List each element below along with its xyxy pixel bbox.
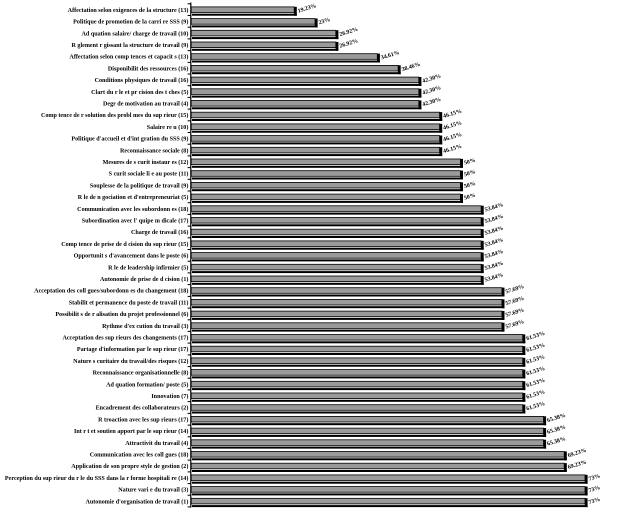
svg-text:Affectation selon comp tences: Affectation selon comp tences et capacit… (69, 54, 188, 61)
svg-text:73%: 73% (588, 485, 601, 494)
svg-text:23%: 23% (318, 17, 331, 26)
svg-text:Perception du sup rieur du r l: Perception du sup rieur du r le du SSS d… (5, 475, 188, 482)
svg-text:50%: 50% (463, 157, 476, 166)
svg-text:61.53%: 61.53% (526, 354, 546, 365)
svg-text:53.84%: 53.84% (484, 214, 504, 225)
svg-text:Affectation selon exigences de: Affectation selon exigences de la struct… (68, 7, 189, 14)
svg-text:Disponibilit des ressources (: Disponibilit des ressources (16) (108, 65, 189, 72)
svg-text:Politique d'accueil et d'int g: Politique d'accueil et d'int gration du … (71, 136, 188, 143)
svg-text:53.84%: 53.84% (484, 202, 504, 213)
svg-text:Partage d'information par le s: Partage d'information par le sup rieur (… (77, 346, 189, 353)
svg-text:Attractivit du travail (4): Attractivit du travail (4) (125, 440, 188, 447)
svg-text:46.15%: 46.15% (443, 144, 463, 155)
svg-text:61.53%: 61.53% (526, 331, 546, 342)
svg-text:46.15%: 46.15% (443, 132, 463, 143)
svg-text:69.23%: 69.23% (567, 448, 587, 459)
svg-text:Innovation (7): Innovation (7) (151, 393, 188, 400)
svg-text:Politique de promotion de la c: Politique de promotion de la carri re SS… (73, 19, 188, 26)
svg-text:50%: 50% (463, 181, 476, 190)
svg-text:R glement r gissant la structu: R glement r gissant la structure de trav… (71, 42, 188, 49)
svg-text:65.38%: 65.38% (547, 424, 567, 435)
svg-text:Subordination avec l' quipe m: Subordination avec l' quipe m dicale (17… (82, 218, 189, 225)
svg-text:Int r t et soutien apport par: Int r t et soutien apport par le sup rie… (74, 428, 188, 435)
svg-text:57.69%: 57.69% (505, 319, 525, 330)
svg-text:38.46%: 38.46% (401, 62, 421, 73)
svg-text:Charge de travail (16): Charge de travail (16) (131, 229, 188, 236)
svg-text:Souplesse de la politique de t: Souplesse de la politique de travail (9) (90, 182, 189, 189)
svg-text:Reconnaissance organisationnel: Reconnaissance organisationnelle (8) (93, 370, 189, 377)
svg-text:61.53%: 61.53% (526, 366, 546, 377)
svg-text:Acceptation des sup rieurs des: Acceptation des sup rieurs des changemen… (62, 335, 188, 342)
svg-text:Communication avec les coll gu: Communication avec les coll gues (18) (90, 452, 189, 459)
svg-text:Acceptation des coll gues/subo: Acceptation des coll gues/subordonn es d… (34, 288, 188, 295)
svg-text:Degr de motivation au travail: Degr de motivation au travail (4) (103, 101, 188, 108)
svg-text:Autonomie de prise de d cision: Autonomie de prise de d cision (1) (100, 276, 188, 283)
svg-text:Application de son propre styl: Application de son propre style de gesti… (71, 463, 188, 470)
svg-text:Ad quation formation/ poste (5: Ad quation formation/ poste (5) (106, 381, 188, 388)
svg-text:26.92%: 26.92% (339, 27, 359, 38)
svg-text:46.15%: 46.15% (443, 109, 463, 120)
svg-text:Rythme d'ex cution du travail: Rythme d'ex cution du travail (3) (102, 323, 188, 330)
svg-text:53.84%: 53.84% (484, 226, 504, 237)
svg-text:Nature vari e du travail (3): Nature vari e du travail (3) (118, 487, 188, 494)
svg-text:53.84%: 53.84% (484, 249, 504, 260)
svg-text:61.53%: 61.53% (526, 343, 546, 354)
svg-text:34.61%: 34.61% (380, 50, 400, 61)
svg-text:61.53%: 61.53% (526, 378, 546, 389)
svg-text:Communication avec les subordo: Communication avec les subordonn es (18) (77, 206, 188, 213)
svg-text:42.30%: 42.30% (422, 73, 442, 84)
svg-text:65.38%: 65.38% (547, 436, 567, 447)
svg-text:65.38%: 65.38% (547, 413, 567, 424)
svg-text:Opportunit s d'avancement dans: Opportunit s d'avancement dans le poste … (74, 253, 189, 260)
svg-text:Conditions physiques de travai: Conditions physiques de travail (16) (95, 77, 189, 84)
svg-text:46.15%: 46.15% (443, 120, 463, 131)
svg-text:Clart du r le et pr cision de: Clart du r le et pr cision des t ches (5… (91, 89, 188, 96)
svg-text:Encadrement des collaborateurs: Encadrement des collaborateurs (2) (96, 405, 189, 412)
svg-text:53.84%: 53.84% (484, 272, 504, 283)
svg-text:Stabilit et permanence du pos: Stabilit et permanence du poste de trava… (69, 299, 189, 306)
svg-text:Comp tence de prise de d cisio: Comp tence de prise de d cision du sup r… (61, 241, 188, 248)
svg-text:R troaction avec les sup rieur: R troaction avec les sup rieurs (17) (98, 416, 188, 423)
svg-text:50%: 50% (463, 169, 476, 178)
svg-text:69.23%: 69.23% (567, 460, 587, 471)
svg-text:57.69%: 57.69% (505, 284, 525, 295)
svg-text:R le de n gociation et d'entre: R le de n gociation et d'entrepreneuriat… (78, 194, 189, 201)
svg-text:Ad quation salaire/ charge de: Ad quation salaire/ charge de travail (1… (82, 30, 189, 37)
svg-text:R le de leadership infirmier (: R le de leadership infirmier (5) (108, 264, 188, 271)
svg-text:19.23%: 19.23% (297, 3, 317, 14)
svg-text:Autonomie d'organisation de tr: Autonomie d'organisation de travail (1) (85, 498, 188, 505)
svg-text:Mesures de s curit instaur es: Mesures de s curit instaur es (12) (103, 159, 189, 166)
svg-text:57.69%: 57.69% (505, 296, 525, 307)
svg-text:73%: 73% (588, 473, 601, 482)
svg-text:61.53%: 61.53% (526, 389, 546, 400)
svg-text:42.30%: 42.30% (422, 97, 442, 108)
svg-text:S curit sociale li e au poste: S curit sociale li e au poste (11) (109, 171, 189, 178)
svg-text:Comp tence de r solution des p: Comp tence de r solution des probl mes d… (41, 112, 188, 119)
svg-text:73%: 73% (588, 497, 601, 506)
svg-text:42.30%: 42.30% (422, 85, 442, 96)
svg-text:Possibilit s de r alisation du: Possibilit s de r alisation du projet pr… (55, 311, 188, 318)
svg-text:53.84%: 53.84% (484, 237, 504, 248)
svg-text:57.69%: 57.69% (505, 307, 525, 318)
svg-text:Salaire re u (10): Salaire re u (10) (147, 124, 189, 131)
svg-text:Reconnaissance sociale (8): Reconnaissance sociale (8) (120, 147, 188, 154)
svg-text:50%: 50% (463, 193, 476, 202)
svg-text:Nature s curitaire du travail/: Nature s curitaire du travail/des risque… (73, 358, 188, 365)
svg-text:53.84%: 53.84% (484, 261, 504, 272)
svg-text:26.92%: 26.92% (339, 38, 359, 49)
svg-text:61.53%: 61.53% (526, 401, 546, 412)
